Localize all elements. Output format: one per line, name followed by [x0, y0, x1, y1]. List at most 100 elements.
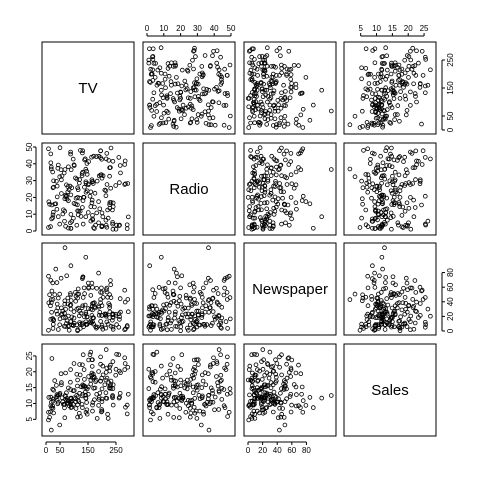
data-point	[172, 315, 177, 321]
data-point	[363, 321, 369, 327]
data-point	[255, 377, 261, 383]
data-point	[272, 116, 278, 122]
tick-label: 60	[287, 446, 296, 455]
data-point	[268, 385, 274, 391]
data-point	[389, 190, 395, 196]
data-point	[268, 401, 274, 407]
data-point	[48, 160, 54, 166]
data-point	[78, 148, 83, 153]
data-point	[417, 284, 423, 290]
data-point	[283, 89, 288, 94]
data-point	[113, 313, 119, 319]
data-point	[149, 370, 155, 376]
data-point	[271, 63, 277, 69]
data-point	[272, 194, 278, 200]
data-point	[125, 297, 131, 302]
data-point	[178, 116, 184, 122]
data-point	[55, 401, 61, 407]
data-point	[270, 409, 276, 415]
data-point	[194, 416, 200, 421]
data-point	[274, 361, 280, 366]
data-point	[216, 313, 222, 319]
data-point	[50, 185, 56, 191]
data-point	[299, 391, 304, 397]
tick-label: 10	[372, 24, 381, 33]
data-point	[194, 120, 200, 125]
data-point	[249, 226, 255, 232]
data-point	[203, 303, 209, 309]
data-point	[379, 201, 385, 206]
data-point	[102, 311, 108, 317]
data-point	[166, 116, 172, 122]
tick-label: 0	[145, 24, 150, 33]
data-point	[194, 76, 200, 82]
panel-frame	[142, 242, 236, 336]
data-point	[89, 200, 95, 206]
data-point	[293, 182, 299, 188]
data-point	[77, 372, 83, 378]
data-point	[150, 395, 155, 401]
data-point	[405, 287, 410, 293]
data-point	[122, 182, 127, 187]
data-point	[190, 57, 195, 63]
data-point	[68, 379, 73, 385]
data-point	[263, 92, 269, 98]
data-point	[252, 416, 258, 421]
data-point	[370, 102, 375, 108]
data-point	[251, 385, 256, 391]
data-point	[199, 114, 204, 119]
data-point	[166, 392, 172, 397]
data-point	[63, 224, 68, 229]
panel-radio-vs-newspaper	[243, 142, 337, 236]
data-point	[397, 318, 403, 324]
data-point	[71, 201, 77, 206]
data-point	[414, 309, 419, 314]
data-point	[392, 187, 398, 193]
data-point	[174, 398, 180, 404]
data-point	[96, 403, 101, 408]
data-point	[147, 306, 152, 312]
data-point	[212, 407, 217, 413]
data-point	[225, 391, 230, 397]
data-point	[391, 90, 397, 95]
data-point	[383, 85, 389, 90]
data-point	[57, 316, 63, 322]
data-point	[259, 207, 264, 213]
data-point	[255, 395, 260, 401]
data-point	[186, 305, 191, 311]
data-point	[188, 120, 194, 125]
data-point	[397, 154, 403, 159]
data-point	[225, 275, 230, 280]
data-point	[399, 307, 405, 313]
data-point	[381, 192, 386, 198]
panel-frame	[142, 142, 236, 236]
data-point	[279, 90, 284, 96]
data-point	[390, 92, 396, 98]
data-point	[50, 212, 56, 218]
data-point	[300, 107, 306, 112]
data-point	[392, 169, 398, 175]
panel-sales-vs-newspaper	[243, 343, 337, 437]
data-point	[286, 48, 292, 54]
data-point	[99, 324, 104, 330]
data-point	[147, 46, 152, 52]
data-point	[83, 392, 89, 398]
data-point	[347, 166, 353, 172]
data-point	[252, 208, 258, 214]
data-point	[166, 309, 172, 315]
data-point	[282, 114, 288, 119]
data-point	[62, 219, 67, 224]
data-point	[156, 122, 162, 127]
data-point	[222, 276, 228, 281]
data-point	[380, 124, 385, 130]
data-point	[194, 117, 200, 122]
data-point	[410, 181, 416, 186]
data-point	[273, 158, 278, 163]
data-point	[408, 319, 413, 324]
data-point	[200, 372, 205, 378]
data-point	[255, 73, 260, 78]
data-point	[118, 170, 123, 176]
data-point	[46, 409, 51, 415]
data-point	[159, 87, 164, 93]
data-point	[404, 200, 410, 206]
